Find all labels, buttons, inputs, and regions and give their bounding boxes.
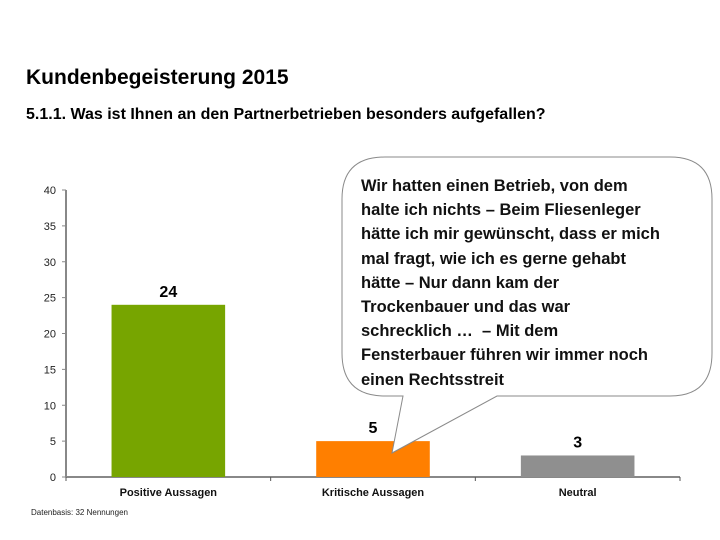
callout-bubble (341, 156, 713, 454)
chart-labels: 24 Positive Aussagen 5 Kritische Aussagen 3 N… (120, 284, 597, 499)
bar-kritische-aussagen (316, 441, 430, 477)
y-tick-label: 0 (50, 472, 56, 484)
y-tick-label: 15 (44, 364, 56, 376)
callout-line: einen Rechtsstreit (361, 370, 505, 389)
y-tick-label: 10 (44, 400, 56, 412)
speech-bubble-shape (341, 156, 713, 454)
data-label: 3 (573, 434, 582, 451)
callout-line: Fensterbauer führen wir immer noch (361, 346, 648, 365)
data-basis-note: Datenbasis: 32 Nennungen (31, 508, 128, 517)
y-tick-label: 20 (44, 329, 56, 341)
callout-line: mal fragt, wie ich es gerne gehabt (361, 249, 626, 268)
callout-line: schrecklich … – Mit dem (361, 322, 559, 341)
x-category-label: Neutral (559, 487, 597, 499)
callout-line: halte ich nichts – Beim Fliesenleger (361, 201, 641, 220)
chart-bars (111, 304, 635, 477)
x-category-label: Positive Aussagen (120, 487, 218, 499)
callout-line: Wir hatten einen Betrieb, von dem (361, 177, 628, 195)
y-tick-label: 30 (44, 257, 56, 269)
callout-line: Trockenbauer und das war (361, 298, 571, 317)
data-label: 5 (369, 420, 378, 437)
bar-neutral (520, 455, 635, 477)
page-title: Kundenbegeisterung 2015 (26, 66, 289, 89)
x-category-label: Kritische Aussagen (322, 487, 425, 499)
y-tick-label: 40 (44, 185, 56, 197)
bar-positive-aussagen (111, 304, 226, 477)
y-tick-label: 25 (44, 293, 56, 305)
callout-line: hätte – Nur dann kam der (361, 273, 560, 292)
callout-line: hätte ich mir gewünscht, dass er mich (361, 225, 660, 244)
data-label: 24 (159, 284, 177, 301)
y-tick-label: 5 (50, 436, 56, 448)
callout-quote: Wir hatten einen Betrieb, von dem halte i… (361, 174, 706, 392)
page-subtitle: 5.1.1. Was ist Ihnen an den Partnerbetri… (26, 106, 546, 123)
y-tick-label: 35 (44, 221, 56, 233)
